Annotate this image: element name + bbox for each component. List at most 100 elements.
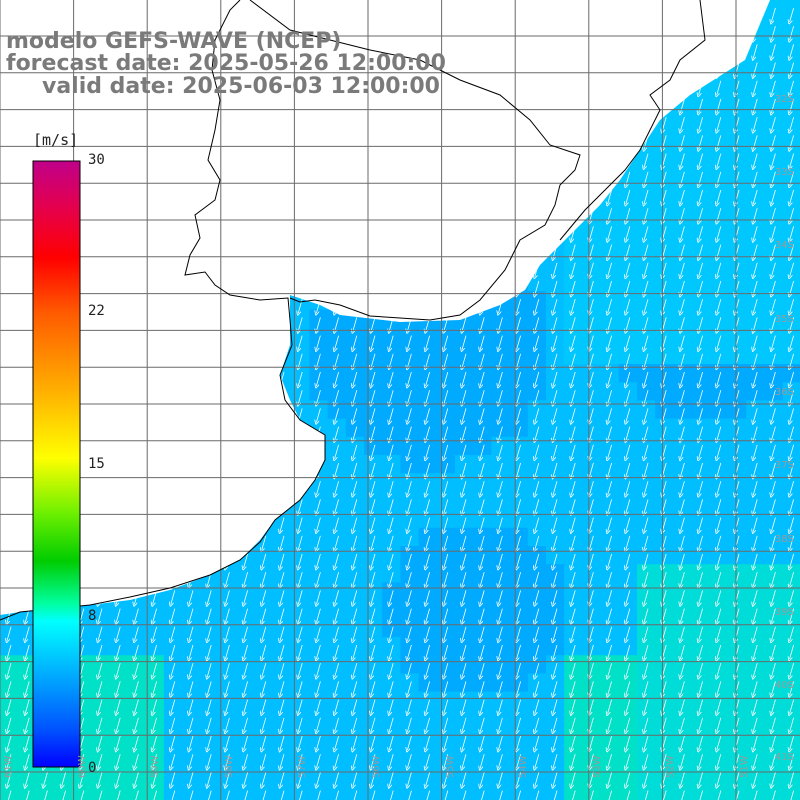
wind-cell [655, 709, 674, 729]
wind-cell [782, 691, 800, 711]
wind-cell [327, 637, 347, 656]
wind-cell [436, 673, 456, 693]
wind-cell [546, 254, 565, 274]
wind-cell [691, 182, 711, 201]
wind-cell [746, 709, 765, 729]
wind-cell [746, 54, 765, 74]
wind-cell [254, 655, 274, 674]
wind-arrow [98, 189, 103, 204]
wind-cell [764, 200, 784, 219]
wind-cell [418, 709, 438, 729]
wind-cell [236, 673, 256, 693]
wind-cell [709, 746, 729, 765]
wind-cell [455, 527, 474, 547]
wind-cell [527, 382, 547, 401]
wind-arrow [98, 681, 103, 695]
wind-arrow [134, 590, 139, 604]
wind-cell [600, 582, 620, 602]
wind-arrow [134, 135, 139, 149]
wind-cell [618, 455, 638, 474]
wind-cell [582, 764, 602, 784]
wind-arrow [80, 772, 85, 786]
wind-cell [91, 728, 110, 747]
wind-arrow [25, 444, 30, 459]
wind-cell [728, 72, 747, 92]
wind-cell [600, 746, 620, 765]
wind-cell [618, 746, 638, 765]
wind-cell [436, 491, 456, 511]
wind-arrow [98, 608, 103, 623]
wind-cell [709, 728, 729, 747]
wind-arrow [25, 754, 30, 768]
wind-cell [382, 728, 401, 747]
wind-cell [91, 637, 110, 656]
wind-cell [436, 418, 456, 438]
wind-cell [473, 600, 492, 620]
wind-cell [673, 418, 693, 438]
wind-cell [491, 637, 511, 656]
wind-cell [182, 673, 201, 693]
wind-cell [746, 236, 765, 256]
wind-cell [145, 673, 165, 693]
wind-cell [582, 236, 602, 256]
wind-cell [691, 746, 711, 765]
wind-cell [673, 527, 693, 547]
wind-cell [728, 764, 747, 784]
wind-cell [291, 345, 310, 365]
wind-cell [600, 364, 620, 383]
wind-arrow [25, 699, 30, 714]
wind-cell [782, 728, 800, 747]
wind-cell [0, 691, 19, 711]
wind-cell [72, 782, 92, 800]
wind-cell [400, 546, 420, 565]
wind-cell [582, 327, 602, 347]
wind-cell [582, 254, 602, 274]
wind-cell [273, 673, 292, 693]
wind-cell [709, 163, 729, 183]
wind-arrow [116, 244, 121, 259]
wind-cell [436, 546, 456, 565]
colorbar-tick-15: 15 [88, 456, 105, 472]
wind-arrow [116, 699, 121, 714]
wind-cell [18, 637, 37, 656]
wind-cell [327, 582, 347, 602]
lon-label: 59W [150, 755, 162, 778]
wind-arrow [116, 317, 121, 331]
wind-cell [527, 455, 547, 474]
wind-cell [618, 291, 638, 310]
wind-cell [764, 564, 784, 583]
wind-cell [655, 291, 674, 310]
wind-arrow [153, 44, 157, 58]
wind-cell [709, 127, 729, 147]
wind-cell [691, 473, 711, 492]
wind-cell [546, 746, 565, 765]
wind-cell [436, 691, 456, 711]
wind-cell [564, 600, 583, 620]
wind-cell [691, 709, 711, 729]
wind-cell [218, 637, 238, 656]
wind-cell [527, 746, 547, 765]
wind-cell [764, 145, 784, 165]
wind-cell [345, 764, 365, 784]
wind-cell [455, 436, 474, 456]
wind-cell [746, 254, 765, 274]
wind-cell [327, 491, 347, 511]
wind-cell [655, 473, 674, 492]
wind-cell [418, 637, 438, 656]
wind-cell [782, 546, 800, 565]
wind-cell [400, 473, 420, 492]
wind-cell [546, 345, 565, 365]
wind-cell [673, 254, 693, 274]
wind-cell [418, 509, 438, 529]
wind-arrow [43, 44, 48, 58]
wind-cell [364, 382, 383, 401]
wind-cell [382, 436, 401, 456]
wind-cell [564, 655, 583, 674]
wind-cell [309, 728, 329, 747]
wind-arrow [153, 7, 157, 22]
wind-cell [236, 782, 256, 800]
wind-cell [418, 418, 438, 438]
wind-cell [327, 418, 347, 438]
wind-cell [236, 691, 256, 711]
wind-cell [655, 400, 674, 420]
